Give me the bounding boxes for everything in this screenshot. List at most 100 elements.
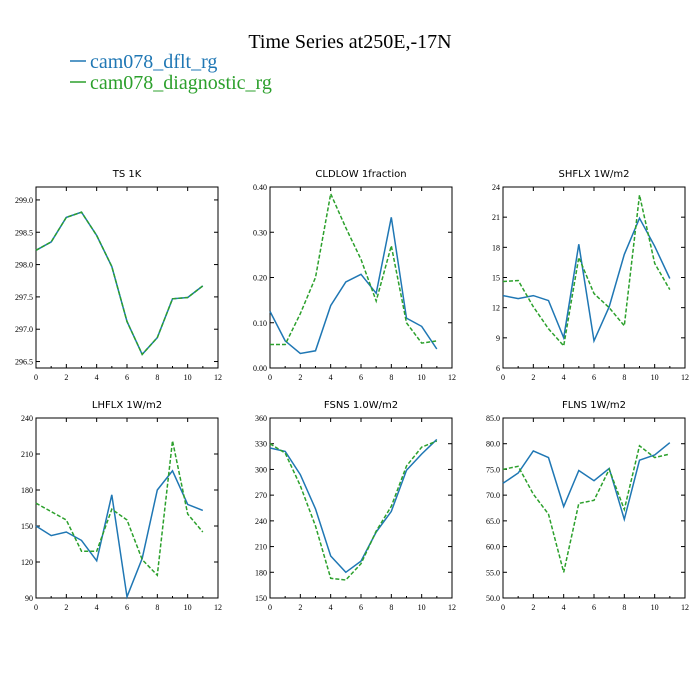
y-tick-label: 298.0 bbox=[15, 261, 33, 270]
y-tick-label: 70.0 bbox=[486, 491, 500, 500]
y-tick-label: 9 bbox=[496, 334, 500, 343]
x-tick-label: 12 bbox=[681, 603, 689, 612]
x-tick-label: 10 bbox=[418, 603, 426, 612]
x-tick-label: 2 bbox=[298, 603, 302, 612]
y-tick-label: 50.0 bbox=[486, 594, 500, 603]
panel-4: LHFLX 1W/m2 0 2 4 6 8 10 12 90 120 150 180 210 240 bbox=[21, 400, 222, 612]
x-tick-label: 2 bbox=[531, 603, 535, 612]
y-tick-label: 210 bbox=[21, 450, 33, 459]
x-tick-label: 4 bbox=[95, 603, 99, 612]
x-tick-label: 2 bbox=[64, 603, 68, 612]
y-tick-label: 210 bbox=[255, 543, 267, 552]
y-tick-label: 0.20 bbox=[253, 274, 267, 283]
x-tick-label: 10 bbox=[418, 373, 426, 382]
x-tick-label: 0 bbox=[34, 373, 38, 382]
series-line-dflt bbox=[502, 216, 671, 344]
x-tick-label: 4 bbox=[562, 373, 566, 382]
series-line-diagnostic bbox=[35, 440, 204, 577]
y-tick-label: 297.5 bbox=[15, 293, 33, 302]
x-tick-label: 6 bbox=[359, 373, 363, 382]
x-tick-label: 10 bbox=[184, 603, 192, 612]
panel-title: CLDLOW 1fraction bbox=[315, 169, 406, 180]
series-line-dflt bbox=[502, 442, 671, 523]
x-tick-label: 8 bbox=[389, 603, 393, 612]
x-tick-label: 4 bbox=[562, 603, 566, 612]
panel-1: TS 1K 0 2 4 6 8 10 12 296.5 297.0 297.5 298.0 298.5 2… bbox=[15, 169, 222, 382]
panel-title: FLNS 1W/m2 bbox=[562, 400, 626, 411]
y-tick-label: 60.0 bbox=[486, 543, 500, 552]
x-tick-label: 0 bbox=[501, 603, 505, 612]
y-tick-label: 180 bbox=[255, 568, 267, 577]
y-tick-label: 298.5 bbox=[15, 228, 33, 237]
x-tick-label: 10 bbox=[651, 603, 659, 612]
series-line-diagnostic bbox=[270, 191, 437, 346]
y-tick-label: 150 bbox=[255, 594, 267, 603]
panel-title: FSNS 1.0W/m2 bbox=[324, 400, 398, 411]
x-tick-label: 8 bbox=[155, 373, 159, 382]
x-tick-label: 12 bbox=[214, 603, 222, 612]
legend-label-diagnostic: cam078_diagnostic_rg bbox=[90, 72, 272, 94]
y-tick-label: 18 bbox=[492, 243, 500, 252]
x-tick-label: 10 bbox=[184, 373, 192, 382]
x-tick-label: 2 bbox=[64, 373, 68, 382]
y-tick-label: 0.40 bbox=[253, 183, 267, 192]
x-tick-label: 8 bbox=[622, 373, 626, 382]
y-tick-label: 80.0 bbox=[486, 440, 500, 449]
legend-label-dflt: cam078_dflt_rg bbox=[90, 51, 217, 73]
y-tick-label: 360 bbox=[255, 414, 267, 423]
panel-5: FSNS 1.0W/m2 0 2 4 6 8 10 12 150 180 210 240 270 300 3… bbox=[255, 400, 456, 612]
y-tick-label: 240 bbox=[21, 414, 33, 423]
series-line-diagnostic bbox=[502, 194, 671, 348]
x-tick-label: 8 bbox=[155, 603, 159, 612]
y-tick-label: 0.00 bbox=[253, 364, 267, 373]
x-tick-label: 8 bbox=[389, 373, 393, 382]
y-tick-label: 55.0 bbox=[486, 568, 500, 577]
y-tick-label: 296.5 bbox=[15, 358, 33, 367]
series-line-dflt bbox=[35, 469, 204, 600]
y-tick-label: 270 bbox=[255, 491, 267, 500]
series-line-dflt bbox=[269, 438, 438, 574]
y-tick-label: 0.30 bbox=[253, 228, 267, 237]
x-tick-label: 0 bbox=[268, 603, 272, 612]
y-tick-label: 240 bbox=[255, 517, 267, 526]
panel-title: TS 1K bbox=[112, 169, 142, 180]
x-tick-label: 12 bbox=[448, 603, 456, 612]
y-tick-label: 180 bbox=[21, 486, 33, 495]
series-line-diagnostic bbox=[269, 440, 438, 581]
x-tick-label: 4 bbox=[95, 373, 99, 382]
y-tick-label: 65.0 bbox=[486, 517, 500, 526]
y-tick-label: 21 bbox=[492, 213, 500, 222]
y-tick-label: 75.0 bbox=[486, 465, 500, 474]
y-tick-label: 300 bbox=[255, 465, 267, 474]
y-tick-label: 150 bbox=[21, 522, 33, 531]
x-tick-label: 10 bbox=[651, 373, 659, 382]
y-tick-label: 6 bbox=[496, 364, 500, 373]
x-tick-label: 0 bbox=[34, 603, 38, 612]
x-tick-label: 2 bbox=[298, 373, 302, 382]
y-tick-label: 12 bbox=[492, 304, 500, 313]
x-tick-label: 0 bbox=[501, 373, 505, 382]
plot-frame bbox=[269, 186, 453, 369]
y-tick-label: 297.0 bbox=[15, 325, 33, 334]
x-tick-label: 4 bbox=[329, 373, 333, 382]
series-line-dflt bbox=[35, 211, 204, 356]
y-tick-label: 330 bbox=[255, 440, 267, 449]
legend: cam078_dflt_rg cam078_diagnostic_rg bbox=[70, 51, 272, 94]
y-tick-label: 120 bbox=[21, 558, 33, 567]
series-line-diagnostic bbox=[502, 444, 670, 573]
plot-frame bbox=[35, 417, 219, 599]
y-tick-label: 85.0 bbox=[486, 414, 500, 423]
y-tick-label: 90 bbox=[25, 594, 33, 603]
panel-title: SHFLX 1W/m2 bbox=[559, 169, 630, 180]
y-tick-label: 299.0 bbox=[15, 196, 33, 205]
figure-title: Time Series at250E,-17N bbox=[248, 31, 451, 53]
x-tick-label: 4 bbox=[329, 603, 333, 612]
x-tick-label: 2 bbox=[531, 373, 535, 382]
x-tick-label: 6 bbox=[125, 373, 129, 382]
x-tick-label: 12 bbox=[448, 373, 456, 382]
plot-frame bbox=[269, 417, 453, 599]
y-tick-label: 0.10 bbox=[253, 319, 267, 328]
series-line-diagnostic bbox=[35, 211, 204, 356]
